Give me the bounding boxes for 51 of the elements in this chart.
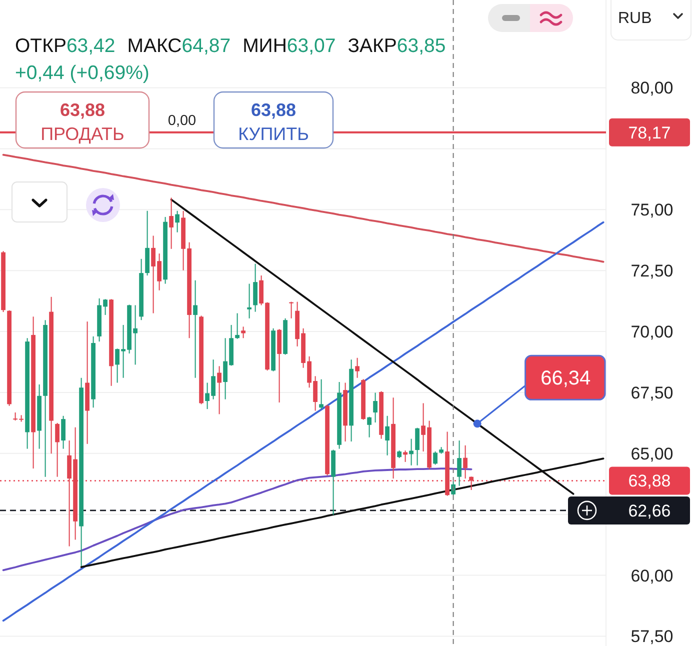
annotation: 63,07 xyxy=(286,35,336,57)
annotation: 0,00 xyxy=(168,113,196,129)
candlestick xyxy=(193,280,198,378)
candlestick xyxy=(373,392,378,423)
candlestick xyxy=(247,283,252,319)
candlestick xyxy=(235,312,240,340)
candlestick xyxy=(55,422,60,478)
candlestick xyxy=(415,427,420,466)
annotation: 66,34 xyxy=(540,368,591,390)
annotation: ЗАКР xyxy=(348,35,397,57)
candlestick xyxy=(409,438,414,466)
candlestick xyxy=(61,415,66,450)
annotation: 63,85 xyxy=(396,35,446,57)
candlestick xyxy=(385,415,390,456)
y-tick-label: 80,00 xyxy=(630,78,674,98)
annotation: МАКС xyxy=(127,35,182,57)
candlestick xyxy=(217,366,222,415)
y-tick-label: 70,00 xyxy=(630,322,674,342)
annotation: 63,42 xyxy=(66,35,116,57)
y-tick-label: 75,00 xyxy=(630,200,674,220)
annotation: ПРОДАТЬ xyxy=(40,124,124,144)
candlestick xyxy=(289,301,294,319)
candlestick xyxy=(169,197,174,250)
candlestick xyxy=(319,378,324,410)
annotation: 64,87 xyxy=(182,35,231,57)
line-series xyxy=(2,221,604,622)
candlestick xyxy=(355,357,360,378)
text: RUB xyxy=(618,10,652,27)
candlestick xyxy=(463,444,468,480)
annotation: ОТКР xyxy=(15,35,66,57)
annotation: 63,88 xyxy=(60,100,106,120)
annotation: +0,44 (+0,69%) xyxy=(15,62,150,84)
line-series xyxy=(2,154,604,263)
candlestick xyxy=(457,440,462,486)
candlestick xyxy=(433,450,438,466)
y-tick-label: 72,50 xyxy=(630,262,674,281)
y-tick-label: 67,50 xyxy=(630,383,674,402)
candlestick xyxy=(253,263,258,312)
annotation: 63,88 xyxy=(250,100,296,120)
ref-line-label: 62,66 xyxy=(628,501,671,520)
ref-line-label: 78,17 xyxy=(628,123,671,142)
candlestick xyxy=(403,450,408,462)
y-tick-label: 65,00 xyxy=(630,444,674,464)
y-tick-label: 60,00 xyxy=(630,566,674,586)
ref-line-label: 63,88 xyxy=(628,472,671,491)
annotation: МИН xyxy=(242,35,287,57)
candlestick xyxy=(241,326,246,339)
y-tick-label: 57,50 xyxy=(630,627,674,646)
candlestick xyxy=(175,210,180,233)
candlestick xyxy=(367,416,372,438)
annotation: КУПИТЬ xyxy=(238,124,309,144)
